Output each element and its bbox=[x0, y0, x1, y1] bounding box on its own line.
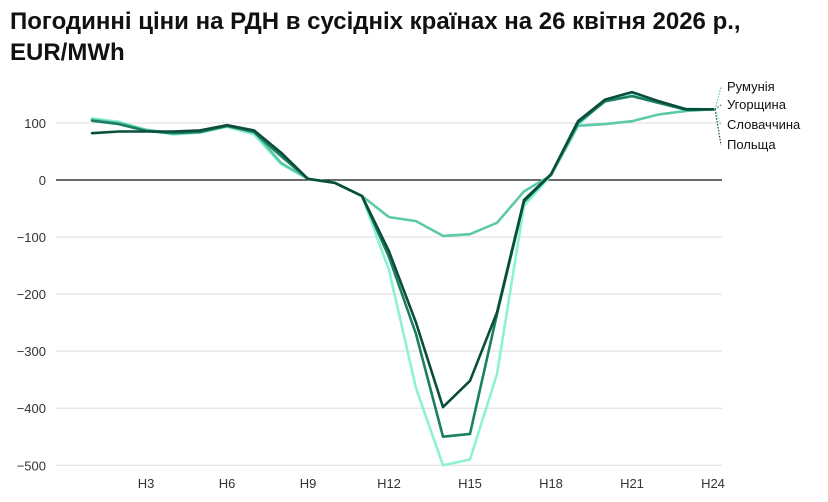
series-line bbox=[90, 108, 715, 238]
legend-label: Румунія bbox=[727, 79, 775, 94]
legend-leader-line bbox=[714, 109, 722, 146]
y-tick-label: −500 bbox=[17, 458, 46, 473]
legend-label: Польща bbox=[727, 137, 776, 152]
x-tick-label: H21 bbox=[620, 476, 644, 491]
legend-leader-line bbox=[714, 86, 722, 110]
chart-title: Погодинні ціни на РДН в сусідніх країнах… bbox=[10, 8, 741, 66]
series-layer bbox=[90, 90, 715, 467]
y-tick-label: −300 bbox=[17, 344, 46, 359]
grid-layer bbox=[56, 122, 722, 466]
legend-label: Словаччина bbox=[727, 117, 801, 132]
y-tick-label: −100 bbox=[17, 230, 46, 245]
legend-leader-line bbox=[714, 104, 722, 110]
y-tick-label: 0 bbox=[39, 173, 46, 188]
series-line bbox=[90, 94, 715, 439]
x-tick-label: H18 bbox=[539, 476, 563, 491]
legend-layer: Румунія Угорщина Словаччина Польща bbox=[714, 79, 801, 152]
x-tick-label: H3 bbox=[138, 476, 155, 491]
legend-label: Угорщина bbox=[727, 97, 787, 112]
y-tick-label: 100 bbox=[24, 116, 46, 131]
x-tick-label: H9 bbox=[300, 476, 317, 491]
series-line bbox=[90, 90, 715, 409]
x-tick-label: H15 bbox=[458, 476, 482, 491]
x-tick-label: H12 bbox=[377, 476, 401, 491]
x-tick-label: H24 bbox=[701, 476, 725, 491]
y-tick-label: −400 bbox=[17, 401, 46, 416]
x-tick-label: H6 bbox=[219, 476, 236, 491]
series-line bbox=[90, 92, 715, 467]
axis-layer: 100 0 −100 −200 −300 −400 −500 H3 H6 H9 H12 H15 H18 H… bbox=[17, 116, 725, 491]
y-tick-label: −200 bbox=[17, 287, 46, 302]
